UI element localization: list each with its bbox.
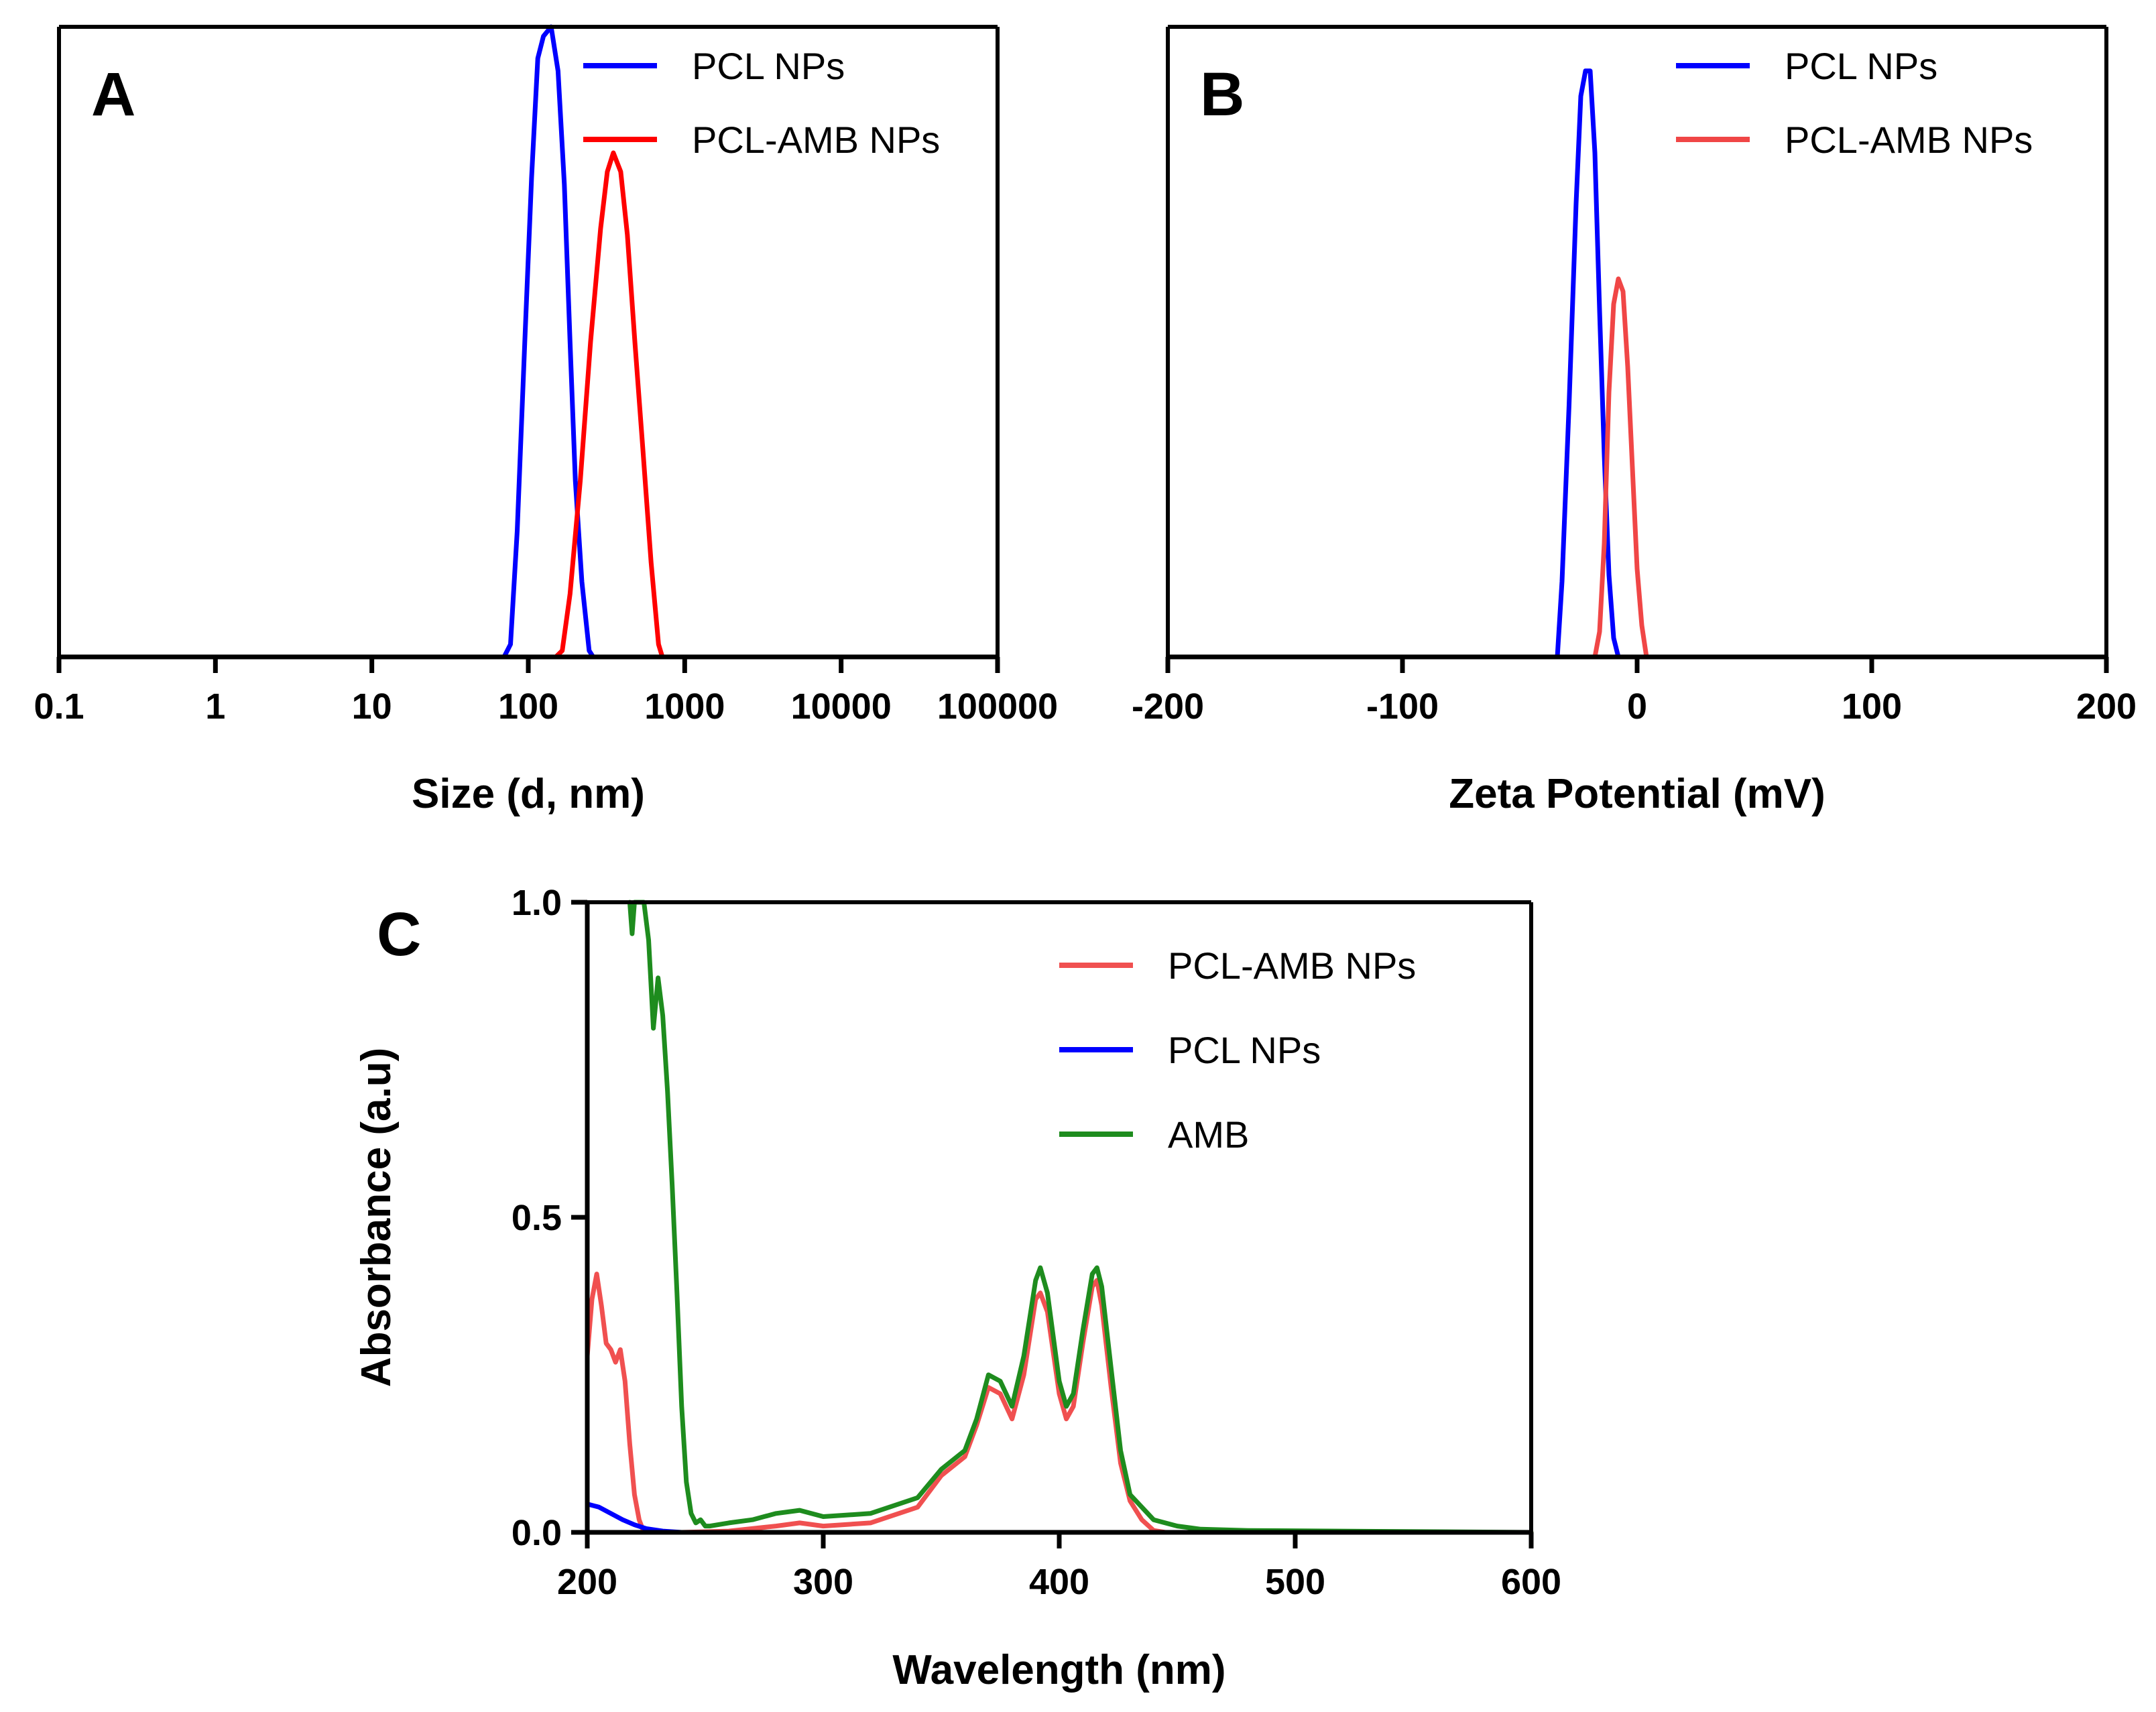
panel-c-series-amb — [627, 900, 1534, 1535]
panel-c-x-tick-label: 200 — [557, 1562, 617, 1602]
panel-c-series-pcl-amb-nps — [585, 1272, 1534, 1535]
panel-b-series-pcl-nps — [1282, 68, 1992, 660]
panel-a-letter: A — [91, 60, 135, 129]
panel-c-legend-label-pcl-nps: PCL NPs — [1168, 1029, 1321, 1071]
panel-c-y-title: Absorbance (a.u) — [353, 1048, 400, 1387]
panel-b-x-tick-label: -200 — [1132, 686, 1204, 727]
panel-c-x-tick-label: 600 — [1501, 1562, 1561, 1602]
panel-c-legend-label-amb: AMB — [1168, 1113, 1249, 1156]
panel-b-legend-label-pcl-amb-nps: PCL-AMB NPs — [1785, 119, 2033, 161]
panel-b: B -200 -100 0 100 200 Zeta Potential (mV) PC… — [1132, 25, 2137, 817]
panel-a-x-tick-label: 100000 — [937, 686, 1058, 727]
panel-a-x-tick-label: 1000 — [644, 686, 725, 727]
panel-c-x-tick-label: 300 — [793, 1562, 853, 1602]
panel-c-x-tick-label: 400 — [1029, 1562, 1089, 1602]
panel-a-x-title: Size (d, nm) — [412, 771, 645, 817]
panel-c-y-tick-label: 0.0 — [512, 1513, 562, 1553]
panel-c-y-tick-label: 1.0 — [512, 883, 562, 923]
panel-a-legend-label-pcl-amb-nps: PCL-AMB NPs — [692, 119, 940, 161]
panel-b-x-tick-label: 100 — [1842, 686, 1902, 727]
panel-a-x-tick-label: 0.1 — [34, 686, 84, 727]
panel-a-x-tick-label: 100 — [498, 686, 558, 727]
panel-b-axes — [1166, 25, 2108, 660]
panel-c-axes — [585, 900, 1533, 1535]
panel-b-legend-label-pcl-nps: PCL NPs — [1785, 45, 1937, 87]
panel-c-y-tick-label: 0.5 — [512, 1198, 562, 1238]
panel-a-x-tick-label: 10 — [352, 686, 392, 727]
panel-a-series-pcl-nps — [151, 24, 596, 660]
panel-b-x-tick-label: -100 — [1366, 686, 1439, 727]
panel-c-letter: C — [377, 900, 421, 969]
panel-c-x-tick-label: 500 — [1265, 1562, 1325, 1602]
panel-b-x-title: Zeta Potential (mV) — [1449, 771, 1825, 817]
panel-a-x-tick-label: 10000 — [791, 686, 892, 727]
panel-a-legend: PCL NPs PCL-AMB NPs — [583, 45, 940, 161]
panel-c-legend: PCL-AMB NPs PCL NPs AMB — [1059, 944, 1416, 1156]
panel-c-legend-label-pcl-amb-nps: PCL-AMB NPs — [1168, 944, 1416, 987]
panel-b-legend: PCL NPs PCL-AMB NPs — [1676, 45, 2033, 161]
panel-b-letter: B — [1200, 60, 1244, 129]
panel-a: A 0.1 1 10 100 1000 10000 100000 Size (d, nm) … — [34, 24, 1058, 817]
panel-b-x-tick-label: 0 — [1627, 686, 1647, 727]
panel-a-series-pcl-amb-nps — [501, 150, 844, 660]
panel-a-legend-label-pcl-nps: PCL NPs — [692, 45, 845, 87]
panel-c: C 200 300 400 500 600 0.0 0.5 1.0 Wavelength (… — [353, 883, 1561, 1693]
panel-a-x-tick-label: 1 — [205, 686, 225, 727]
panel-b-x-tick-label: 200 — [2076, 686, 2137, 727]
panel-c-x-title: Wavelength (nm) — [892, 1647, 1225, 1693]
panel-b-series-pcl-amb-nps — [1553, 276, 1654, 660]
